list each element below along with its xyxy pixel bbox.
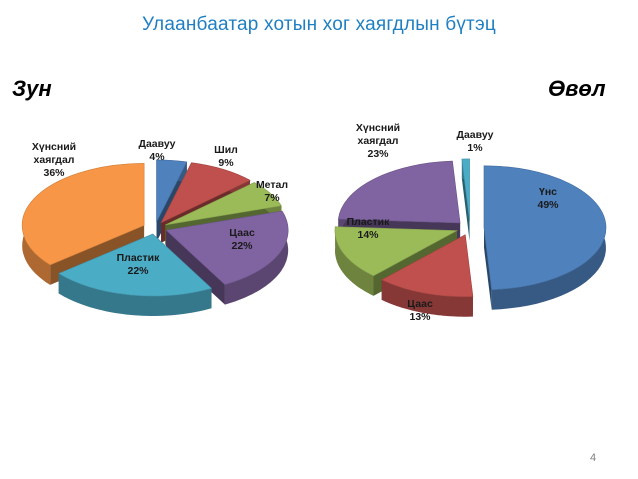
pie-slice-wall [483,227,492,310]
pie-slice-rim [335,226,374,296]
summer-pie-chart: Даавуу 4% Шил 9% Метал 7%Цаас 22% Пластик 22% Хүн… [21,138,289,316]
winter-pie-chart: Үнс 49% Цаас 13% Пластик 14% Хүнсний хаягдал 23%… [334,122,607,323]
pie-slice-rim [58,273,212,316]
pie-slice-wall [461,159,470,241]
pie-slice-top [165,210,289,285]
pie-slice-top [381,234,474,297]
pie-slice-1-0 [483,165,607,310]
pie-slice-top [338,160,461,224]
pie-slice-rim [381,279,473,317]
slice-label-0-3: Цаас 22% [229,227,255,252]
slice-label-0-2: Метал 7% [256,179,288,204]
slice-label-0-0: Даавуу 4% [138,138,175,163]
page-number: 4 [590,452,597,464]
slice-label-1-0: Үнс 49% [537,186,559,211]
winter-chart-title: Өвөл [548,76,606,101]
slice-label-1-4: Даавуу 1% [456,129,493,154]
pie-slice-0-4 [58,233,213,316]
pie-slice-wall [166,230,225,305]
pie-slice-top [334,226,459,277]
pie-slice-top [58,233,213,297]
pie-slice-top [461,158,470,221]
slice-label-1-3: Хүнсний хаягдал 23% [356,122,400,160]
pie-slice-top [165,182,282,226]
slide-title: Улаанбаатар хотын хог хаягдлын бүтэц [142,14,496,35]
pie-slice-0-3 [165,210,289,305]
summer-chart-title: Зун [12,76,52,101]
pie-slice-rim [224,211,289,305]
pie-slice-1-1 [381,234,474,317]
slice-label-0-4: Пластик 22% [117,252,160,277]
slice-label-1-1: Цаас 13% [407,298,433,323]
pie-slice-top [483,165,607,290]
pie-slice-1-4 [461,158,470,241]
slice-label-1-2: Пластик 14% [347,216,390,241]
pie-slice-top [21,163,145,266]
slice-label-0-5: Хүнсний хаягдал 36% [32,141,76,179]
slice-label-0-1: Шил 9% [214,144,238,169]
pie-slice-top [160,162,251,224]
pie-slice-top [156,159,188,223]
